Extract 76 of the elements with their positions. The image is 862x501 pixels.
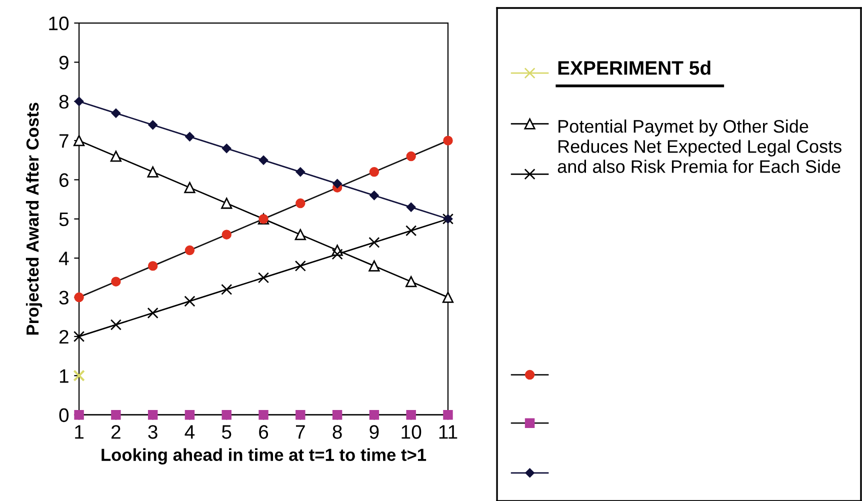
point (296, 410, 306, 420)
y-tick-label: 1 (60, 369, 68, 383)
point (111, 410, 121, 420)
point (222, 144, 232, 154)
point (185, 132, 194, 142)
x-tick-label: 6 (259, 425, 268, 439)
point (74, 96, 84, 106)
point (73, 135, 85, 146)
point (294, 229, 306, 240)
point (258, 410, 268, 420)
point (406, 202, 416, 212)
y-tick-label: 5 (59, 212, 69, 226)
y-tick-label: 3 (59, 290, 68, 305)
x-tick-label: 8 (332, 425, 342, 439)
point (370, 190, 379, 200)
point (184, 410, 195, 420)
point (110, 319, 122, 330)
point (222, 230, 232, 240)
x-tick-label: 2 (112, 425, 120, 439)
x-tick-label: 7 (296, 425, 305, 439)
y-tick-label: 0 (59, 408, 69, 422)
point (332, 179, 342, 188)
y-tick-label: 7 (60, 134, 68, 148)
point (148, 261, 158, 271)
point (258, 272, 270, 284)
point (184, 182, 196, 194)
y-tick-label: 4 (58, 252, 69, 266)
y-tick-label: 9 (59, 56, 68, 70)
x-tick-label: 3 (148, 425, 158, 439)
x-tick-label: 11 (439, 425, 458, 439)
point (147, 166, 158, 178)
x-tick-label: 4 (184, 425, 195, 439)
point (74, 292, 84, 302)
y-tick-label: 8 (59, 94, 68, 109)
y-tick-label: 6 (60, 173, 68, 187)
text: EXPERIMENT 5d (558, 60, 710, 75)
y-axis-title: Projected Award After Costs (26, 102, 42, 335)
y-tick-label: 2 (59, 330, 68, 344)
point (442, 292, 454, 303)
point (184, 245, 195, 256)
x-axis-title: Looking ahead in time at t=1 to time t>1 (102, 448, 426, 464)
point (296, 167, 306, 177)
point (443, 136, 453, 146)
point (221, 284, 232, 296)
point (406, 151, 416, 162)
x-tick-label: 5 (222, 425, 232, 439)
point (406, 410, 416, 420)
point (73, 370, 85, 382)
y-tick-label: 10 (49, 16, 69, 30)
x-tick-label: 10 (402, 425, 422, 439)
point (184, 296, 196, 307)
point (332, 248, 343, 260)
point (368, 260, 380, 272)
point (222, 410, 232, 420)
point (369, 410, 380, 420)
point (74, 410, 84, 420)
point (296, 198, 306, 208)
point (147, 307, 158, 319)
point (406, 276, 417, 288)
x-tick-label: 9 (370, 425, 379, 439)
point (294, 260, 306, 272)
point (148, 120, 158, 130)
point (368, 236, 380, 248)
point (111, 276, 121, 286)
point (110, 150, 122, 162)
text: Potential Paymet by Other Side Reduces Net Expected Legal Costs and also Risk Premia for Each Side (558, 120, 842, 173)
point (148, 410, 158, 420)
point (73, 330, 85, 342)
x-tick-label: 1 (75, 425, 84, 439)
point (443, 410, 453, 420)
point (258, 156, 268, 165)
point (111, 108, 121, 118)
point (406, 225, 417, 236)
point (332, 410, 342, 420)
point (369, 167, 380, 177)
point (221, 198, 232, 209)
